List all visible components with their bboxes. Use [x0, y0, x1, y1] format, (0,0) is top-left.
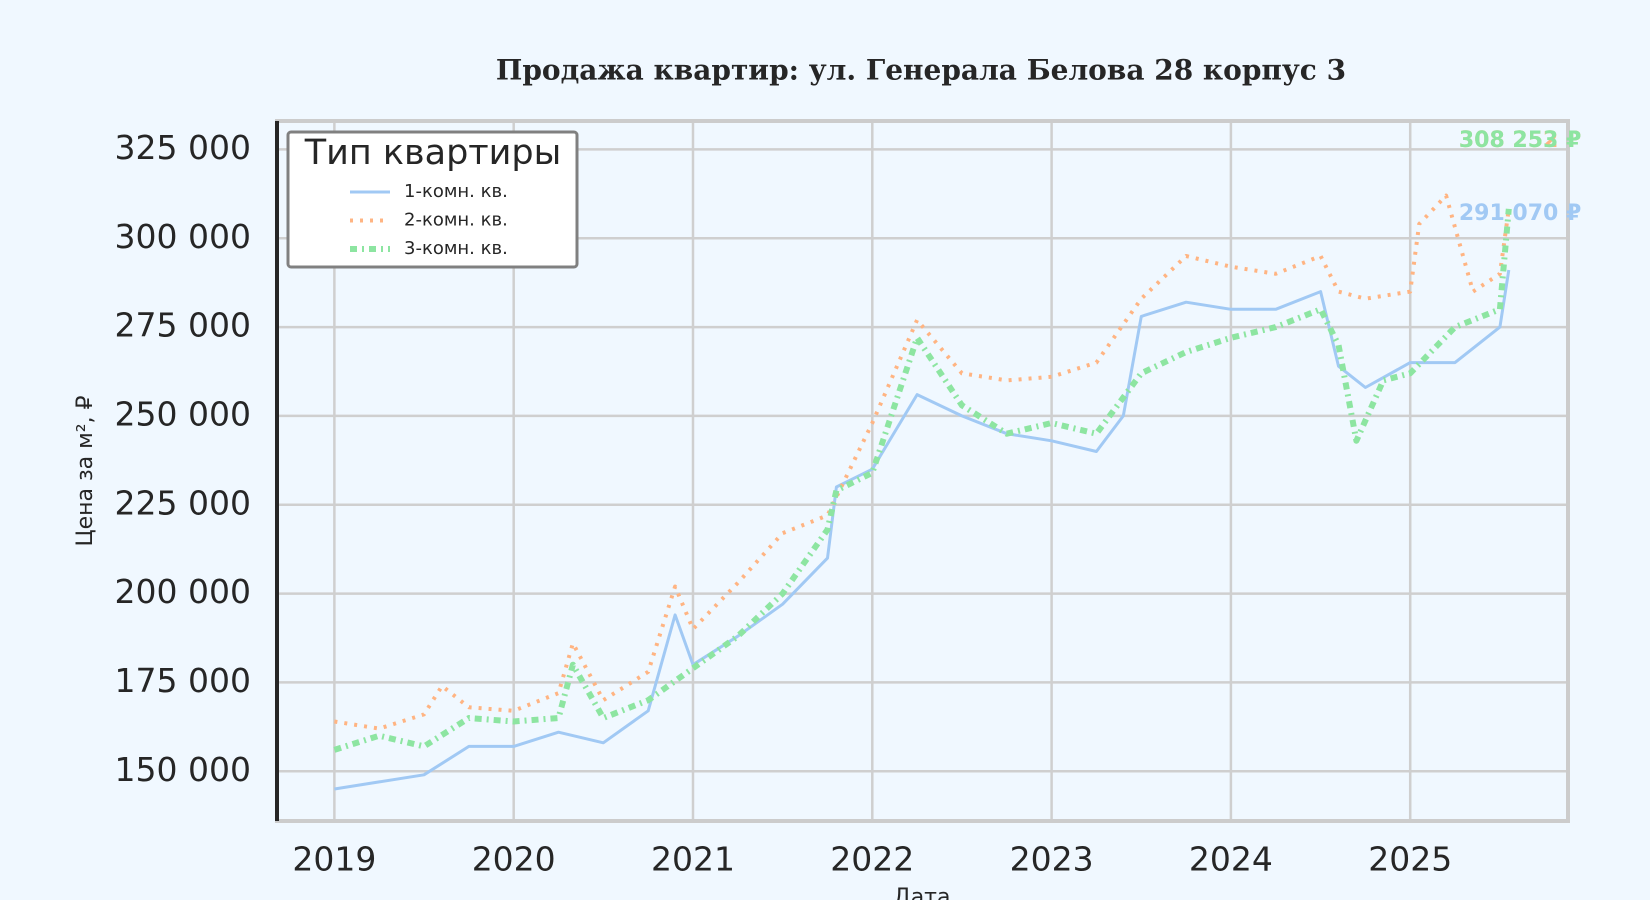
y-axis-label: Цена за м², ₽ — [73, 395, 98, 546]
x-axis-label: Дата — [894, 885, 951, 900]
series-line — [334, 269, 1511, 791]
y-tick-label: 150 000 — [115, 750, 251, 789]
y-tick-label: 300 000 — [115, 217, 251, 256]
y-tick-label: 175 000 — [115, 661, 251, 700]
series-line — [333, 208, 1512, 753]
x-tick-label: 2023 — [1010, 840, 1094, 879]
x-tick-label: 2020 — [472, 840, 556, 879]
legend-label: 3-комн. кв. — [404, 238, 508, 259]
value-label: 291 070 ₽ — [1459, 201, 1581, 226]
x-tick-label: 2024 — [1189, 840, 1273, 879]
y-tick-label: 225 000 — [115, 483, 251, 522]
legend-label: 2-комн. кв. — [404, 210, 508, 231]
x-tick-label: 2021 — [651, 840, 735, 879]
y-tick-label: 325 000 — [115, 128, 251, 167]
value-label: 308 252 ₽ — [1459, 128, 1581, 153]
value-label: 308 253 ₽ — [1459, 128, 1581, 153]
legend-label: 1-комн. кв. — [404, 181, 508, 202]
legend-box — [286, 130, 579, 269]
x-tick-label: 2025 — [1368, 840, 1452, 879]
y-tick-label: 275 000 — [115, 306, 251, 345]
legend-title: Тип квартиры — [304, 133, 562, 173]
y-tick-label: 250 000 — [115, 394, 251, 433]
chart-title: Продажа квартир: ул. Генерала Белова 28 … — [496, 54, 1346, 87]
series-line — [334, 193, 1511, 731]
x-tick-label: 2019 — [292, 840, 376, 879]
y-tick-label: 200 000 — [115, 572, 251, 611]
x-tick-label: 2022 — [830, 840, 914, 879]
